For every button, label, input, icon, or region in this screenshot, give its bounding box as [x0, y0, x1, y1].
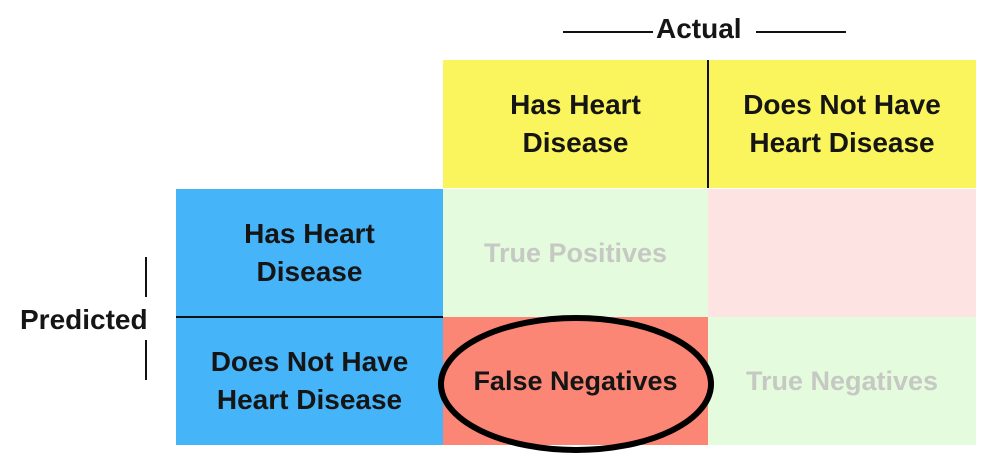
- row-header-label: Has Heart Disease: [244, 218, 375, 287]
- predicted-top-tick: [145, 257, 147, 297]
- column-header-no-disease: Does Not Have Heart Disease: [708, 60, 976, 188]
- column-header-has-disease: Has Heart Disease: [443, 60, 708, 188]
- actual-right-rule: [756, 31, 846, 33]
- actual-left-rule: [563, 31, 653, 33]
- row-header-no-disease: Does Not Have Heart Disease: [176, 317, 443, 445]
- row-header-tab: [426, 189, 443, 239]
- cell-false-negatives: False Negatives: [443, 317, 708, 445]
- highlight-ellipse-shape: [438, 315, 714, 453]
- cell-label: True Negatives: [745, 365, 939, 396]
- highlight-ellipse: [438, 315, 714, 453]
- row-divider: [176, 316, 443, 318]
- row-header-label: Does Not Have Heart Disease: [210, 346, 409, 415]
- predicted-label: Predicted: [20, 304, 148, 335]
- cell-true-positives: True Positives: [443, 189, 708, 317]
- column-header-label: Has Heart Disease: [510, 89, 641, 158]
- cell-true-negatives: True Negatives: [708, 317, 976, 445]
- predicted-bottom-tick: [145, 340, 147, 380]
- cell-label: False Negatives: [473, 365, 678, 396]
- column-divider: [707, 60, 709, 188]
- cell-label: True Positives: [483, 237, 668, 268]
- actual-label: Actual: [656, 13, 742, 44]
- row-header-has-disease: Has Heart Disease: [176, 189, 443, 317]
- cell-false-positives: [708, 189, 976, 317]
- column-header-label: Does Not Have Heart Disease: [743, 89, 941, 158]
